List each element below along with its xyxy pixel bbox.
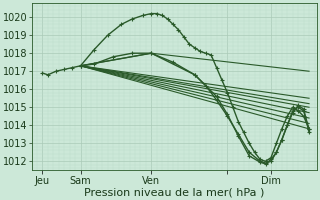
X-axis label: Pression niveau de la mer( hPa ): Pression niveau de la mer( hPa ) xyxy=(84,187,265,197)
